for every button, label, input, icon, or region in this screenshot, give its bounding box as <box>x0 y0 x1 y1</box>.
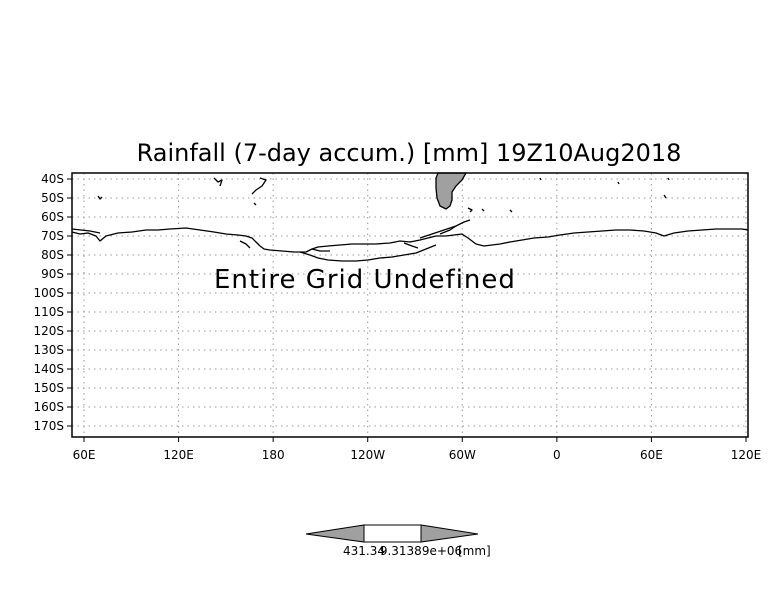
grid-lines <box>72 173 748 437</box>
lat-tick-label: 100S <box>33 286 64 300</box>
south-america-landmass <box>435 172 468 210</box>
colorbar-min-label: 431.34 <box>343 544 385 558</box>
lat-tick-label: 40S <box>41 172 64 186</box>
lat-tick-label: 130S <box>33 343 64 357</box>
lat-tick-label: 120S <box>33 324 64 338</box>
lat-tick-label: 60S <box>41 210 64 224</box>
lon-tick-label: 120E <box>731 448 762 462</box>
lon-tick-label: 0 <box>553 448 561 462</box>
coastlines <box>71 177 749 262</box>
colorbar-right-arrow <box>420 524 479 543</box>
colorbar-left-arrow <box>305 524 365 543</box>
lon-tick-label: 120W <box>350 448 385 462</box>
colorbar-max-label: 9.31389e+06 <box>380 544 462 558</box>
lat-tick-label: 80S <box>41 248 64 262</box>
map-title: Rainfall (7-day accum.) [mm] 19Z10Aug201… <box>137 139 682 167</box>
lat-tick-label: 110S <box>33 305 64 319</box>
lat-tick-label: 140S <box>33 362 64 376</box>
latitude-axis: 40S 50S 60S 70S 80S 90S 100S 110S 120S 130S 140S 15… <box>33 172 72 433</box>
lat-tick-label: 150S <box>33 381 64 395</box>
colorbar-middle <box>363 524 422 543</box>
colorbar-unit-label: [mm] <box>458 544 491 558</box>
lat-tick-label: 50S <box>41 191 64 205</box>
lon-tick-label: 120E <box>163 448 194 462</box>
lon-tick-label: 60E <box>73 448 96 462</box>
plot-frame <box>71 172 749 438</box>
lat-tick-label: 70S <box>41 229 64 243</box>
colorbar: 431.34 9.31389e+06 [mm] <box>305 524 491 558</box>
lat-tick-label: 90S <box>41 267 64 281</box>
lon-tick-label: 60E <box>640 448 663 462</box>
lon-tick-label: 180 <box>262 448 285 462</box>
lat-tick-label: 160S <box>33 400 64 414</box>
undefined-grid-message: Entire Grid Undefined <box>214 265 516 295</box>
lat-tick-label: 170S <box>33 419 64 433</box>
longitude-axis: 60E 120E 180 120W 60W 0 60E 120E <box>73 437 762 462</box>
lon-tick-label: 60W <box>449 448 476 462</box>
